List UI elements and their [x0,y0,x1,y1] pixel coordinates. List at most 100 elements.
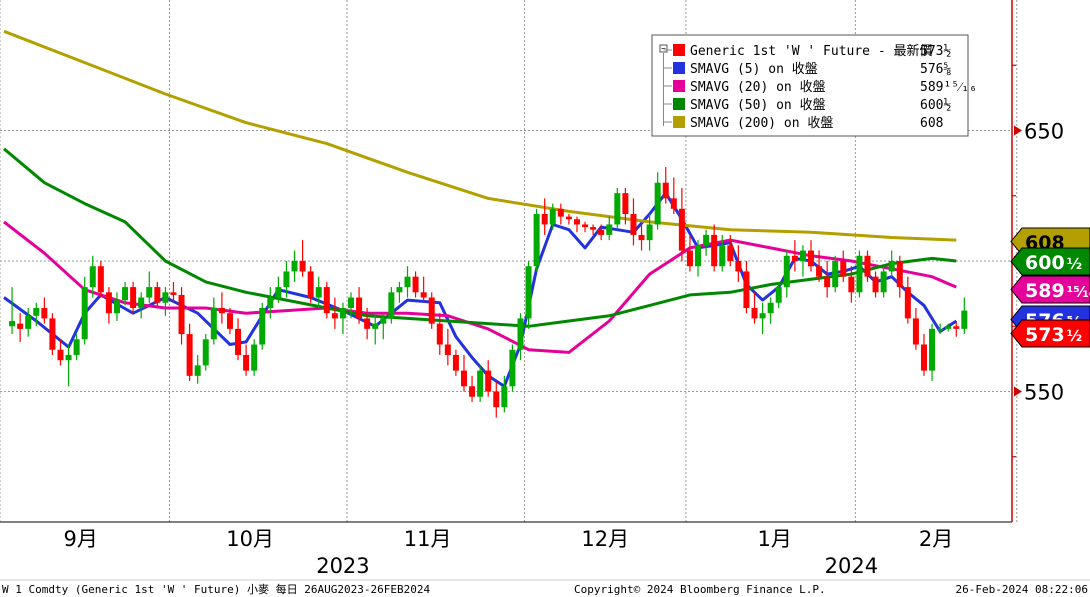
candle-body [646,224,653,241]
x-month-label: 11月 [404,527,452,551]
candle-body [9,321,16,327]
legend-swatch-1 [673,62,685,74]
y-major-tick [1014,386,1022,397]
candle-body [97,266,104,293]
candle-body [81,287,88,340]
candle-body [396,287,403,293]
candle-body [565,216,572,220]
candle-body [65,354,72,361]
legend-swatch-2 [673,80,685,92]
last-value-tag [1010,275,1090,304]
candle-body [961,310,968,329]
x-month-label: 2月 [919,527,953,551]
candle-body [154,287,161,303]
candle-body [89,266,96,288]
footer-left-text: W 1 Comdty (Generic 1st 'W ' Future) 小麥 … [2,582,430,596]
candle-body [703,234,710,246]
candle-body [533,214,540,267]
candle-body [162,292,169,303]
legend-swatch-4 [673,116,685,128]
candle-body [783,255,790,288]
candle-body [816,266,823,277]
candle-body [146,287,153,298]
candle-body [598,229,605,235]
x-month-label: 10月 [226,527,274,551]
candle-body [485,370,492,392]
candle-body [727,245,734,261]
candle-body [194,365,201,376]
legend-swatch-3 [673,98,685,110]
candle-body [41,307,48,319]
candle-body [331,313,338,319]
candle-body [767,302,774,314]
candle-body [678,208,685,251]
candle-body [695,245,702,267]
legend-label-2: SMAVG (20) on 收盤 [690,80,826,95]
candle-body [122,287,129,301]
candle-body [460,370,467,387]
candle-body [791,255,798,261]
candle-body [452,354,459,371]
candle-body [896,261,903,288]
last-value-tag-label: 600 ½ [1025,252,1082,274]
candle-body [17,323,24,329]
candle-body [380,318,387,324]
candle-body [372,323,379,329]
legend-value-0: 573½ [920,44,951,59]
candle-body [880,271,887,293]
candle-body [226,313,233,329]
candle-body [202,339,209,366]
candle-body [573,219,580,225]
last-value-tag-label: 589¹⁵⁄₁₆ [1025,280,1090,302]
candle-body [339,307,346,319]
candle-body [469,386,476,397]
candle-body [864,255,871,277]
candle-body [493,391,500,408]
candle-body [662,182,669,199]
candlesticks [9,167,968,418]
candle-body [711,234,718,267]
candle-body [235,328,242,355]
y-tick-label: 550 [1024,381,1064,405]
candle-body [832,261,839,288]
candle-body [444,344,451,355]
legend-value-1: 576⅝ [920,62,951,77]
candle-body [945,326,952,329]
candle-body [638,234,645,241]
last-value-tag [1010,319,1090,348]
candle-body [735,261,742,272]
candle-body [243,354,250,371]
candle-body [130,287,137,308]
candle-body [73,339,80,355]
candle-body [477,370,484,397]
candle-body [525,266,532,319]
candle-body [323,287,330,314]
y-tick-label: 650 [1024,120,1064,144]
candle-body [364,318,371,329]
candle-body [759,313,766,319]
legend-value-2: 589¹⁵⁄₁₆ [920,80,977,95]
candle-body [824,276,831,288]
candle-body [719,245,726,267]
candle-body [291,261,298,272]
candle-body [751,307,758,319]
candle-body [138,297,145,308]
candle-body [808,250,814,267]
candle-body [307,271,314,298]
candle-body [856,255,863,293]
series-line-4 [3,29,957,242]
candle-body [283,271,290,288]
footer-copyright: Copyright© 2024 Bloomberg Finance L.P. [574,583,826,596]
candle-body [654,182,661,225]
candle-body [178,294,185,335]
candle-body [315,287,322,298]
last-value-tag-label: 573 ½ [1025,324,1082,346]
candle-body [541,214,548,225]
time-axis-labels: 9月 10月 11月 12月 1月 2月 2023 2024 [63,527,953,578]
x-month-label: 1月 [757,527,791,551]
candle-body [549,208,556,225]
x-month-label: 9月 [63,527,97,551]
candle-body [743,271,750,308]
candle-body [170,292,177,295]
